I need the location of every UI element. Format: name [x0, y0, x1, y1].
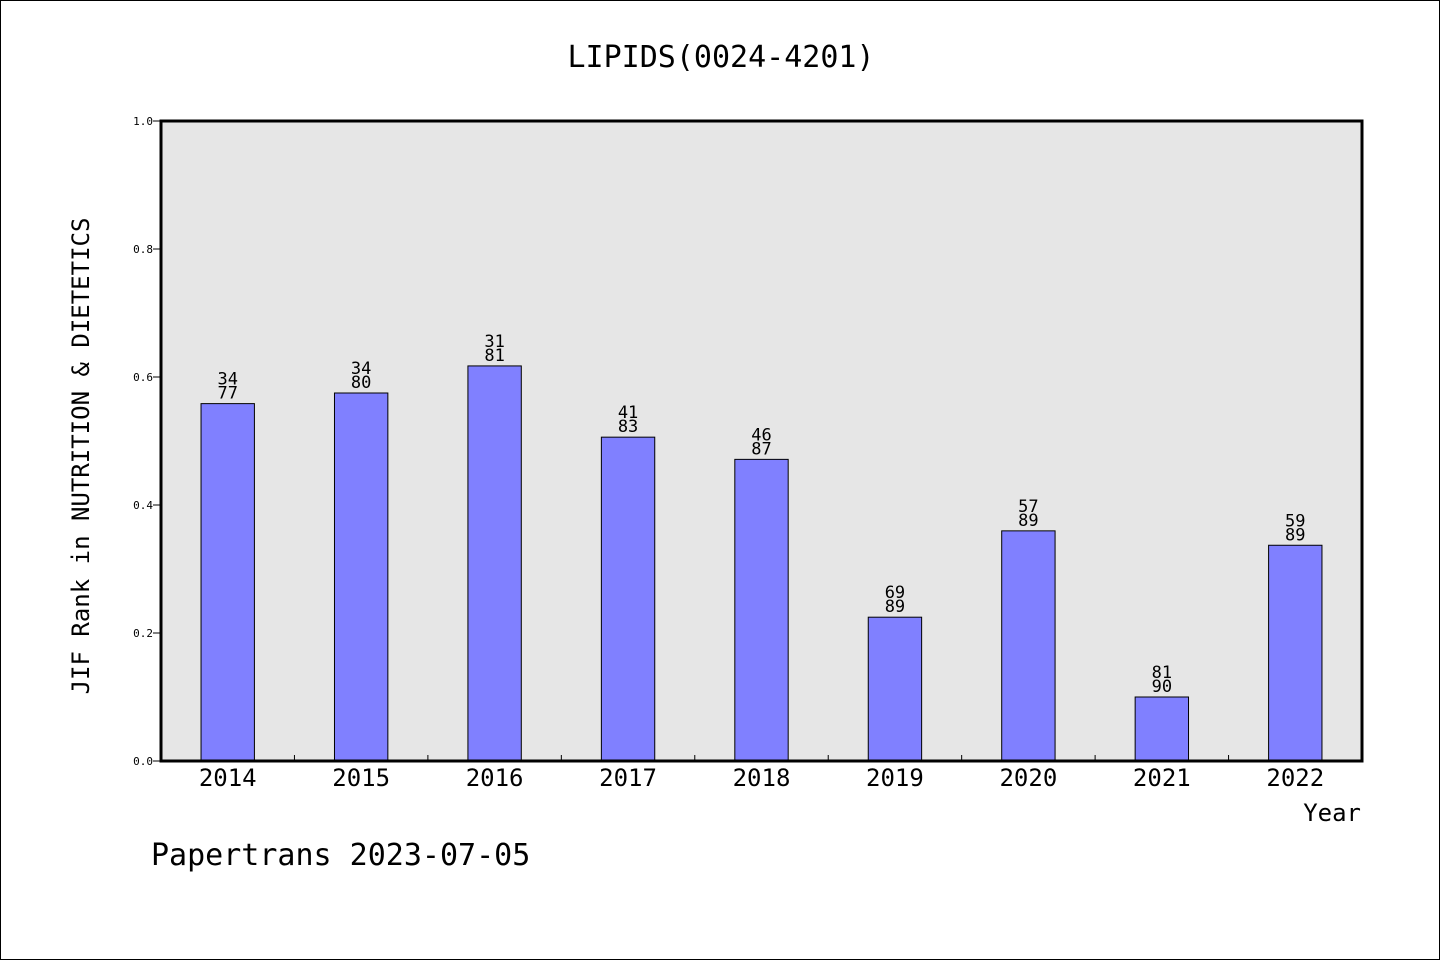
bar-label-rank: 81	[1152, 663, 1172, 683]
bar-label-rank: 41	[618, 403, 638, 423]
bar-label-total: 89	[885, 597, 905, 617]
bar-2020	[1001, 530, 1056, 762]
plot-border	[159, 119, 1364, 763]
bar-2015	[333, 392, 389, 762]
footer-text: Papertrans 2023-07-05	[151, 838, 530, 873]
chart-title: LIPIDS(0024-4201)	[567, 40, 874, 75]
bar-label-rank: 69	[885, 583, 905, 603]
x-tick-label: 2020	[999, 764, 1057, 792]
bar-label-total: 77	[217, 384, 237, 404]
x-tick-label: 2019	[866, 764, 924, 792]
bar-label-rank: 59	[1285, 511, 1305, 531]
y-tick-label: 0.0	[133, 755, 153, 768]
y-tick-label: 1.0	[133, 115, 153, 128]
y-tick-label: 0.2	[133, 627, 153, 640]
bar-2017	[600, 436, 656, 762]
y-tick-label: 0.4	[133, 499, 153, 512]
x-tick-label: 2018	[733, 764, 791, 792]
bar-2016	[467, 365, 522, 762]
bar-label-rank: 57	[1018, 497, 1038, 517]
bar-2018	[734, 458, 789, 762]
bar-label-rank: 31	[484, 332, 504, 352]
x-tick-label: 2014	[199, 764, 257, 792]
y-tick-label: 0.6	[133, 371, 153, 384]
y-tick-label: 0.8	[133, 243, 153, 256]
bar-label-total: 89	[1018, 511, 1038, 531]
bar-2019	[867, 616, 923, 762]
x-tick-label: 2021	[1133, 764, 1191, 792]
bar-label-total: 89	[1285, 525, 1305, 545]
bar-label-rank: 46	[751, 425, 771, 445]
y-axis-label: JIF Rank in NUTRITION & DIETETICS	[67, 218, 95, 695]
bar-2021	[1134, 696, 1190, 762]
bar-2022	[1268, 544, 1323, 762]
bar-2014	[200, 403, 255, 762]
x-axis-label: Year	[1303, 799, 1361, 827]
x-tick-label: 2022	[1266, 764, 1324, 792]
bar-label-total: 83	[618, 417, 638, 437]
x-tick-label: 2017	[599, 764, 657, 792]
bar-label-rank: 34	[351, 359, 371, 379]
x-tick-label: 2016	[466, 764, 524, 792]
bar-label-total: 90	[1152, 677, 1172, 697]
bar-label-total: 87	[751, 439, 771, 459]
bar-label-total: 80	[351, 373, 371, 393]
x-tick-label: 2015	[332, 764, 390, 792]
ticks-layer: 0.0 0.2 0.4 0.6 0.8 1.0 2014 2015 2016 2017 2018 20…	[133, 115, 1324, 792]
bar-label-total: 81	[484, 346, 504, 366]
bar-label-rank: 34	[217, 370, 237, 390]
